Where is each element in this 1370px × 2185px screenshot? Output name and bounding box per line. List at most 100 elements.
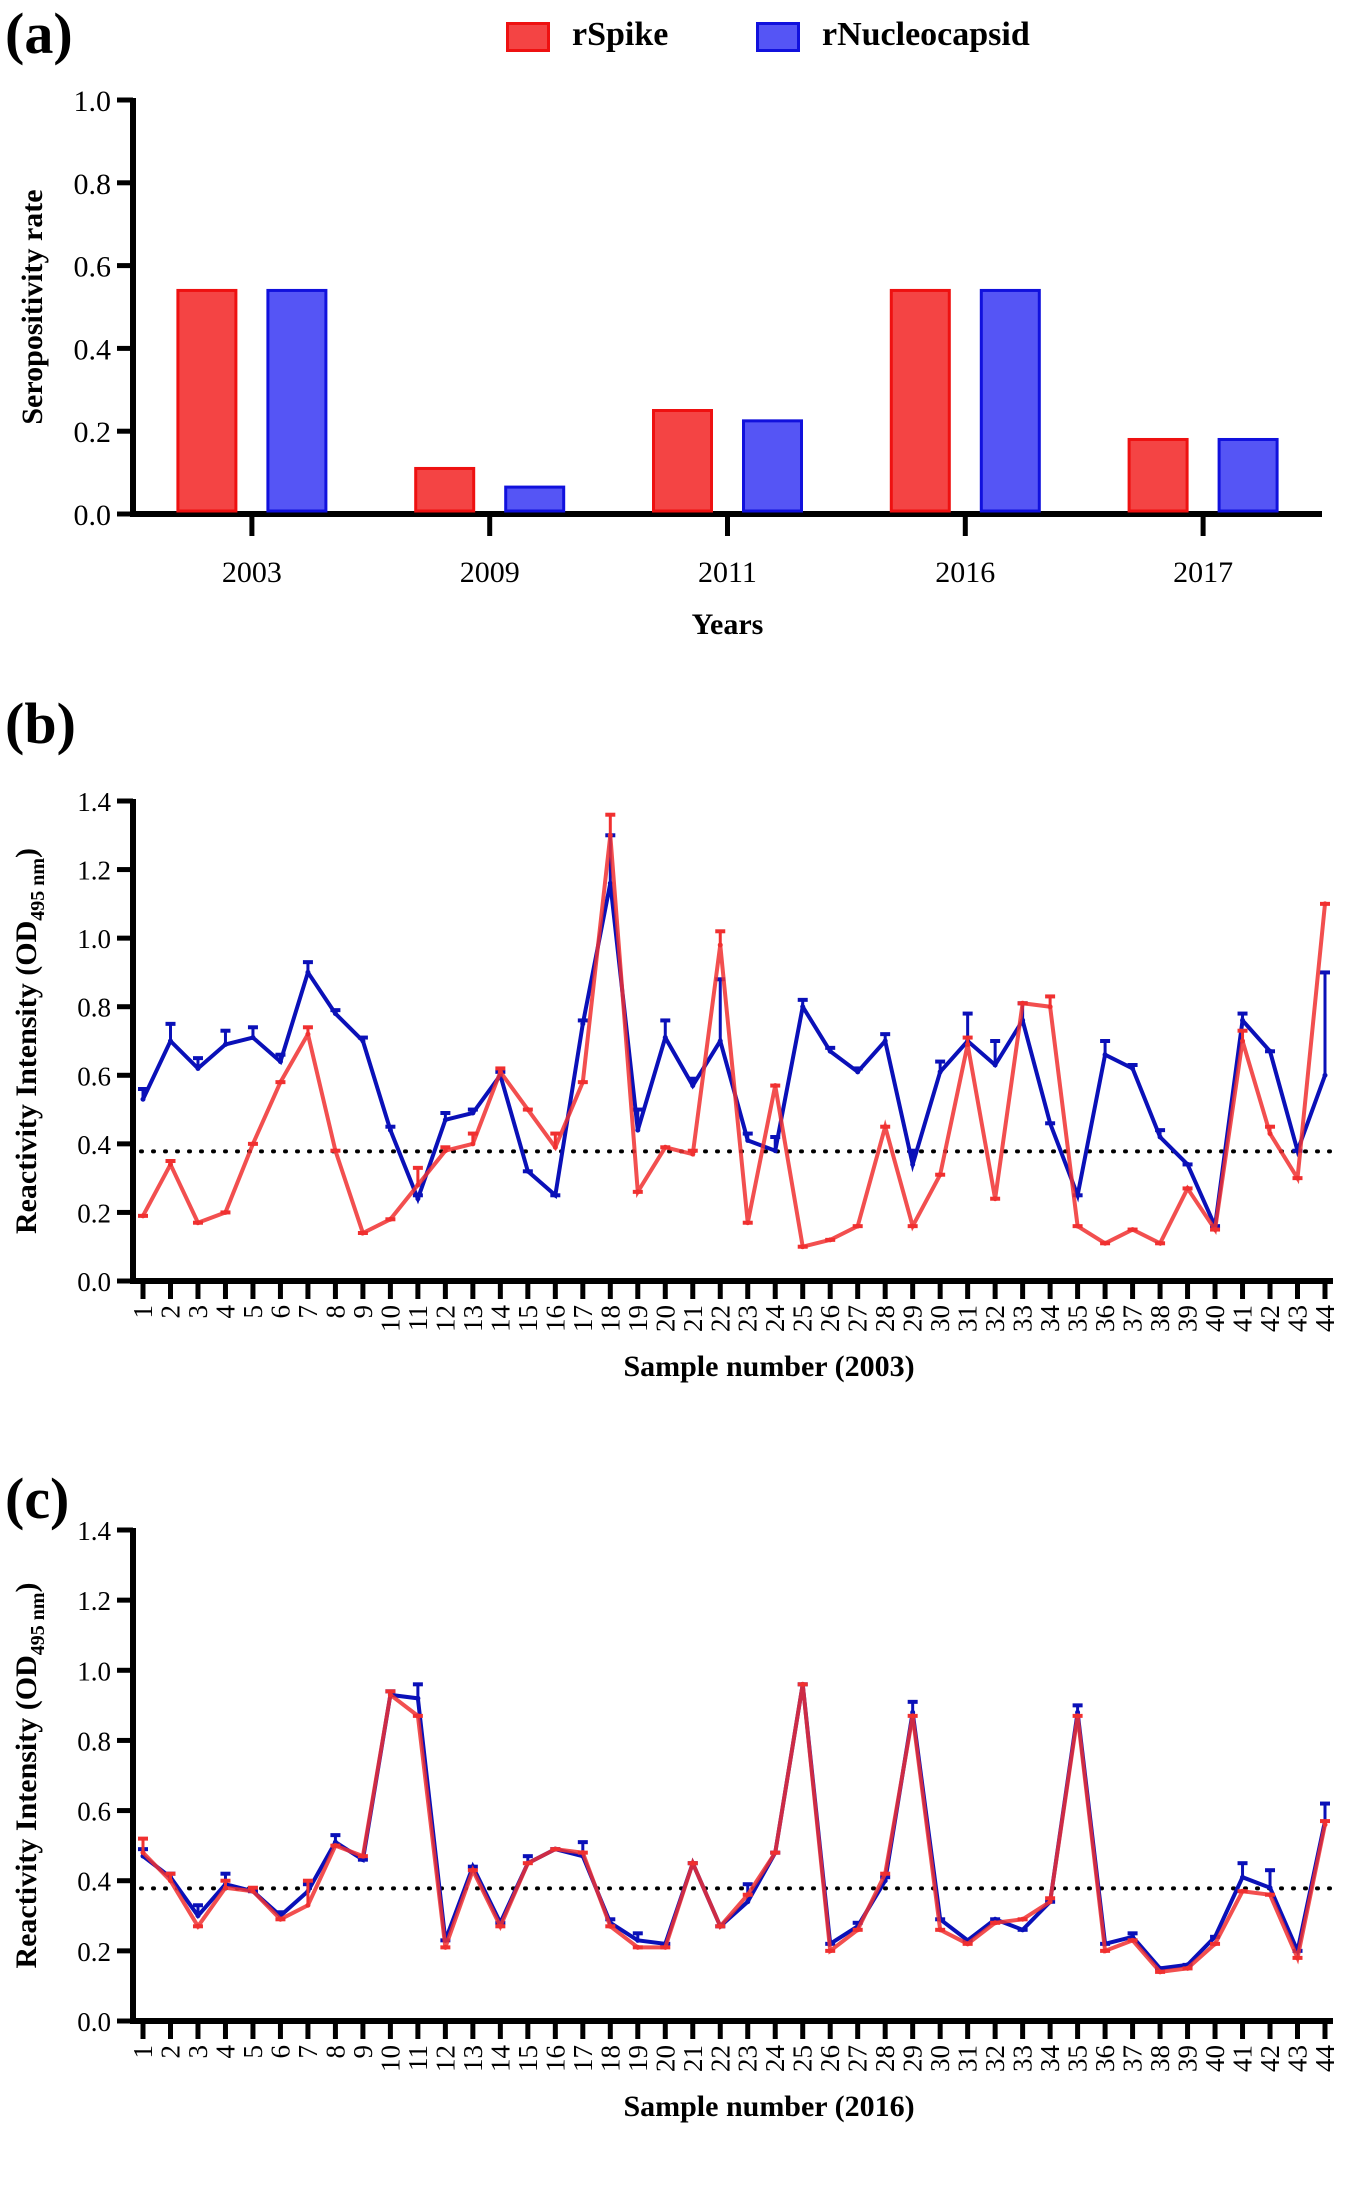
- y-tick-label: 1.2: [77, 856, 111, 886]
- data-point-rspike: [470, 1141, 476, 1147]
- x-tick-label: 43: [1283, 1305, 1313, 1332]
- x-tick-label: 6: [265, 1305, 295, 1319]
- data-point-rnucleocapsid: [195, 1913, 201, 1919]
- x-tick-label: 25: [788, 2045, 818, 2072]
- data-point-rspike: [800, 1244, 806, 1250]
- x-tick-label: 26: [815, 1305, 845, 1332]
- x-tick-label: 3: [183, 1305, 213, 1319]
- x-tick-label: 16: [540, 1305, 570, 1332]
- data-point-rnucleocapsid: [910, 1161, 916, 1167]
- x-tick-label: 37: [1118, 2045, 1148, 2072]
- x-tick-label: 14: [485, 1305, 515, 1333]
- data-point-rnucleocapsid: [1267, 1048, 1273, 1054]
- data-point-rspike: [717, 1923, 723, 1929]
- x-tick-label: 26: [815, 2045, 845, 2072]
- x-tick-label: 29: [898, 1305, 928, 1332]
- bar-rspike-2011: [652, 409, 713, 513]
- y-tick-label: 1.0: [77, 924, 111, 954]
- data-point-rnucleocapsid: [855, 1069, 861, 1075]
- data-point-rnucleocapsid: [195, 1065, 201, 1071]
- x-tick-label: 42: [1255, 1305, 1285, 1332]
- data-point-rnucleocapsid: [1130, 1065, 1136, 1071]
- data-point-rspike: [1185, 1185, 1191, 1191]
- data-point-rnucleocapsid: [525, 1168, 531, 1174]
- data-point-rspike: [442, 1148, 448, 1154]
- x-tick-label: 39: [1173, 2045, 1203, 2072]
- legend-swatch-rspike: [506, 22, 550, 52]
- bar-rspike-2003: [176, 288, 238, 513]
- x-tick-label: 24: [760, 1305, 790, 1333]
- data-point-rspike: [1130, 1227, 1136, 1233]
- x-tick-label: 1: [128, 2045, 158, 2059]
- data-point-rspike: [140, 1213, 146, 1219]
- y-tick-label: 0.8: [77, 1726, 111, 1756]
- x-tick-label: 40: [1200, 2045, 1230, 2072]
- data-point-rnucleocapsid: [717, 1038, 723, 1044]
- x-tick-label: 10: [375, 2045, 405, 2072]
- data-point-rspike: [525, 1107, 531, 1113]
- y-tick-label: 0.2: [77, 1937, 111, 1967]
- data-point-rspike: [552, 1144, 558, 1150]
- x-tick-label: 35: [1063, 1305, 1093, 1332]
- bar-rspike-2017: [1127, 437, 1189, 513]
- data-point-rnucleocapsid: [635, 1937, 641, 1943]
- data-point-rspike: [360, 1853, 366, 1859]
- y-tick-label: 1.2: [77, 1586, 111, 1616]
- data-point-rspike: [332, 1148, 338, 1154]
- x-tick-label: 22: [705, 1305, 735, 1332]
- series-line-rspike: [141, 835, 1327, 1250]
- x-axis-title: Years: [692, 608, 764, 641]
- x-tick-label: 36: [1090, 2045, 1120, 2072]
- x-tick-label: 38: [1145, 2045, 1175, 2072]
- chart-c-line-2016: 0.00.20.40.60.81.01.21.41234567891011121…: [10, 1516, 1340, 2123]
- series-line-rnucleocapsid: [141, 882, 1327, 1234]
- x-tick-label: 40: [1200, 1305, 1230, 1332]
- data-point-rspike: [1102, 1240, 1108, 1246]
- bar-rnucleocapsid-2011: [742, 419, 803, 513]
- series-line-rspike: [141, 1683, 1327, 1975]
- data-point-rspike: [1240, 1888, 1246, 1894]
- data-point-rspike: [387, 1216, 393, 1222]
- data-point-rspike: [470, 1867, 476, 1873]
- x-tick-label: 24: [760, 2045, 790, 2073]
- x-tick-label: 39: [1173, 1305, 1203, 1332]
- data-point-rnucleocapsid: [882, 1038, 888, 1044]
- data-point-rspike: [690, 1151, 696, 1157]
- data-point-rspike: [580, 1850, 586, 1856]
- data-point-rspike: [277, 1916, 283, 1922]
- data-point-rspike: [497, 1069, 503, 1075]
- data-point-rspike: [965, 1941, 971, 1947]
- x-tick-label: 37: [1118, 1305, 1148, 1332]
- data-point-rnucleocapsid: [635, 1127, 641, 1133]
- data-point-rspike: [662, 1144, 668, 1150]
- bar-rnucleocapsid-2016: [979, 288, 1041, 513]
- data-point-rnucleocapsid: [937, 1069, 943, 1075]
- x-tick-label: 7: [293, 1305, 323, 1319]
- data-point-rspike: [882, 1871, 888, 1877]
- bar-rnucleocapsid-2009: [504, 485, 566, 513]
- data-point-rspike: [222, 1885, 228, 1891]
- data-point-rnucleocapsid: [1020, 1927, 1026, 1933]
- bar-rspike-2009: [414, 466, 476, 513]
- data-point-rspike: [1130, 1937, 1136, 1943]
- x-tick-label: 41: [1228, 2045, 1258, 2072]
- x-tick-label: 13: [458, 2045, 488, 2072]
- x-tick-label: 8: [320, 2045, 350, 2059]
- y-tick-label: 0.0: [77, 1267, 111, 1297]
- y-tick-label: 0.4: [77, 1867, 111, 1897]
- x-tick-label: 15: [513, 2045, 543, 2072]
- data-point-rspike: [195, 1220, 201, 1226]
- data-point-rnucleocapsid: [387, 1127, 393, 1133]
- data-point-rspike: [1185, 1965, 1191, 1971]
- y-tick-label: 0.2: [77, 1198, 111, 1228]
- data-point-rspike: [1322, 1822, 1328, 1828]
- x-tick-label: 16: [540, 2045, 570, 2072]
- x-tick-label: 22: [705, 2045, 735, 2072]
- data-point-rnucleocapsid: [1075, 1192, 1081, 1198]
- data-point-rnucleocapsid: [745, 1137, 751, 1143]
- x-tick-label: 15: [513, 1305, 543, 1332]
- data-point-rspike: [1075, 1223, 1081, 1229]
- x-tick-label: 42: [1255, 2045, 1285, 2072]
- data-point-rnucleocapsid: [910, 1709, 916, 1715]
- data-point-rnucleocapsid: [662, 1035, 668, 1041]
